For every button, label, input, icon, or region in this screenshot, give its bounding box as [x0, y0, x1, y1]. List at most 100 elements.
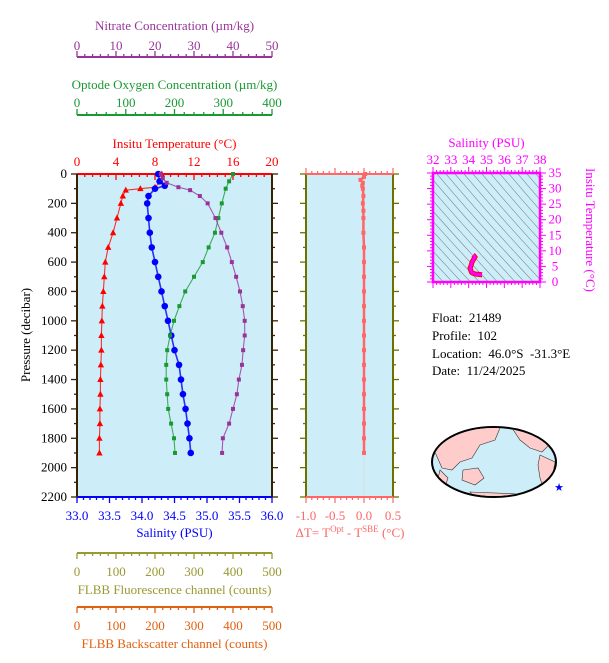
data-point-square [176, 185, 181, 190]
temperature-tick-label: 12 [188, 154, 201, 169]
data-point-triangle [96, 420, 104, 427]
data-point-circle [187, 449, 195, 457]
data-point-square [361, 194, 366, 199]
data-point-square [362, 421, 366, 426]
oxygen-tick-label: 300 [214, 95, 234, 110]
data-point-square [362, 245, 366, 250]
data-point-square [234, 392, 239, 397]
oxygen-tick-label: 0 [74, 95, 81, 110]
data-point-circle [154, 273, 162, 281]
data-point-square [220, 450, 225, 455]
salinity-series [143, 170, 195, 457]
ts-temperature-tick-label: 25 [549, 196, 562, 211]
delta-t-label-part: ΔT= T [296, 525, 331, 540]
data-point-circle [171, 346, 178, 354]
pressure-tick-label: 2200 [41, 489, 67, 504]
density-contour [453, 173, 540, 271]
delta-t-axis-label: ΔT= TOpt - TSBE (°C) [296, 524, 405, 540]
temperature-tick-label: 20 [266, 154, 279, 169]
nitrate-series [158, 172, 247, 455]
ts-temperature-tick-label: 15 [549, 227, 562, 242]
data-point-square [362, 333, 366, 338]
data-point-square [172, 450, 177, 455]
data-point-triangle [117, 199, 125, 206]
pressure-tick-label: 0 [61, 166, 68, 181]
backscatter-tick-label: 0 [74, 618, 81, 633]
info-date: Date: 11/24/2025 [432, 363, 526, 378]
data-point-square [165, 348, 170, 353]
data-point-square [238, 289, 243, 294]
ts-salinity-tick-label: 33 [444, 152, 457, 167]
data-point-square [240, 304, 245, 309]
data-point-square [242, 333, 247, 338]
ts-temperature-tick-label: 5 [552, 258, 559, 273]
info-float: Float: 21489 [432, 310, 502, 325]
oxygen-axis-label: Optode Oxygen Concentration (µm/kg) [72, 77, 278, 92]
density-contour [433, 179, 525, 282]
fluorescence-tick-label: 0 [74, 564, 81, 579]
density-contour [433, 210, 498, 282]
continent [461, 467, 485, 486]
backscatter-tick-label: 100 [106, 618, 126, 633]
backscatter-tick-label: 400 [223, 618, 243, 633]
data-point-triangle [97, 361, 105, 368]
data-point-circle [145, 214, 152, 222]
data-point-triangle [119, 192, 127, 199]
data-point-square [363, 172, 368, 176]
data-point-square [361, 230, 366, 235]
pressure-axis-label: Pressure (decibar) [18, 288, 33, 382]
temperature-tick-label: 8 [152, 154, 159, 169]
fluorescence-tick-label: 200 [145, 564, 165, 579]
pressure-tick-label: 1600 [41, 401, 67, 416]
data-point-triangle [97, 390, 104, 397]
ts-temperature-tick-label: 30 [549, 181, 562, 196]
delta-t-tick-label: 0.0 [356, 508, 372, 523]
data-point-square [220, 436, 225, 441]
data-point-triangle [105, 243, 112, 250]
nitrate-tick-label: 40 [227, 38, 240, 53]
data-point-circle [179, 390, 187, 398]
data-point-triangle [96, 434, 103, 441]
nitrate-tick-label: 0 [74, 38, 81, 53]
data-point-square [360, 186, 365, 191]
delta-t-label-part: (°C) [379, 525, 405, 540]
delta-t-series [358, 172, 368, 455]
data-point-square [165, 392, 170, 397]
temperature-tick-label: 0 [74, 154, 81, 169]
data-point-square [362, 377, 366, 382]
data-point-square [362, 318, 366, 323]
data-point-square [197, 194, 202, 199]
delta-t-plot-area [306, 174, 393, 497]
ts-line [468, 253, 483, 277]
salinity-tick-label: 34.0 [131, 508, 154, 523]
data-point-square [360, 183, 365, 188]
ts-temperature-tick-label: 10 [549, 243, 562, 258]
data-point-circle [145, 192, 152, 200]
star-icon: ★ [554, 482, 564, 494]
info-location: Location: 46.0°S -31.3°E [432, 346, 571, 361]
data-point-square [227, 179, 232, 184]
ts-salinity-tick-label: 37 [516, 152, 530, 167]
data-point-triangle [99, 302, 106, 309]
delta-t-label-part: - T [344, 525, 363, 540]
data-point-square [362, 274, 366, 279]
data-point-square [172, 436, 177, 441]
data-point-circle [151, 258, 159, 266]
ts-salinity-tick-label: 34 [462, 152, 476, 167]
fluorescence-tick-label: 300 [184, 564, 204, 579]
data-point-square [166, 406, 171, 411]
data-point-square [361, 216, 366, 221]
density-contour [507, 173, 540, 211]
data-point-square [183, 289, 188, 294]
density-contour [516, 173, 540, 201]
density-contour [480, 173, 540, 241]
data-point-triangle [98, 346, 105, 353]
data-point-square [212, 230, 217, 235]
oxygen-tick-label: 200 [165, 95, 185, 110]
data-point-square [200, 260, 205, 265]
pressure-tick-label: 2000 [41, 460, 67, 475]
data-point-square [158, 172, 163, 176]
data-point-square [192, 274, 196, 279]
nitrate-axis-label: Nitrate Concentration (µm/kg) [95, 18, 254, 33]
